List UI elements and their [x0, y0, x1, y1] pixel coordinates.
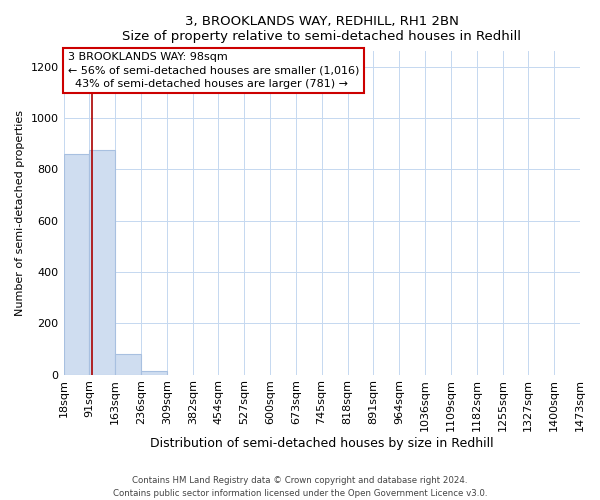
Bar — [89, 150, 115, 374]
Text: Contains HM Land Registry data © Crown copyright and database right 2024.
Contai: Contains HM Land Registry data © Crown c… — [113, 476, 487, 498]
Text: 3 BROOKLANDS WAY: 98sqm
← 56% of semi-detached houses are smaller (1,016)
  43% : 3 BROOKLANDS WAY: 98sqm ← 56% of semi-de… — [68, 52, 359, 89]
Title: 3, BROOKLANDS WAY, REDHILL, RH1 2BN
Size of property relative to semi-detached h: 3, BROOKLANDS WAY, REDHILL, RH1 2BN Size… — [122, 15, 521, 43]
Bar — [64, 154, 89, 374]
X-axis label: Distribution of semi-detached houses by size in Redhill: Distribution of semi-detached houses by … — [150, 437, 494, 450]
Bar — [141, 370, 167, 374]
Bar — [115, 354, 141, 374]
Y-axis label: Number of semi-detached properties: Number of semi-detached properties — [15, 110, 25, 316]
